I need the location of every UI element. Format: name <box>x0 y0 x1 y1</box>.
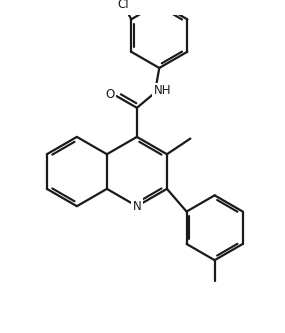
Text: Cl: Cl <box>117 0 129 11</box>
Text: O: O <box>105 89 115 102</box>
Text: NH: NH <box>153 84 171 97</box>
Text: N: N <box>133 200 141 213</box>
